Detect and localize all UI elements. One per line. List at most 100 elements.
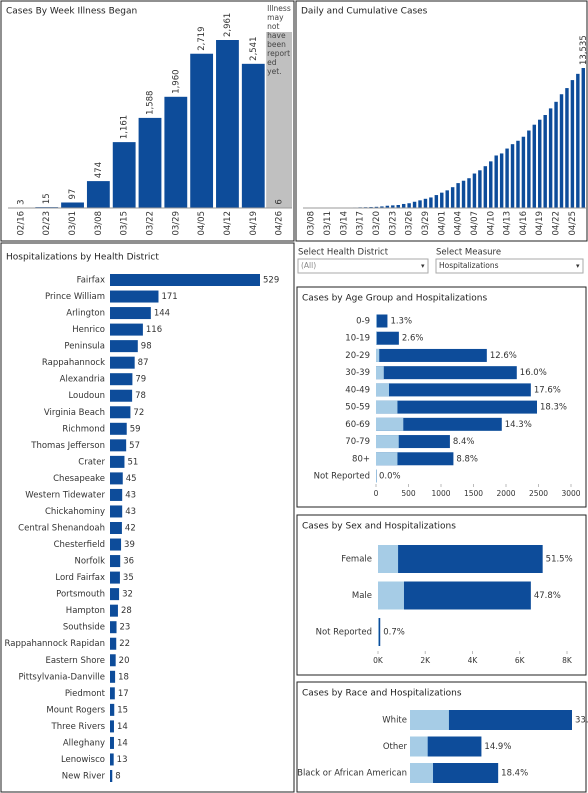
category-label: Thomas Jefferson xyxy=(30,441,105,451)
value-label: 36 xyxy=(123,557,134,567)
annotation-box: Illness may not have been reported yet. xyxy=(267,4,291,76)
bar xyxy=(418,200,422,208)
panel xyxy=(296,514,587,676)
value-label: 2,961 xyxy=(223,13,233,37)
share-label: 1.3% xyxy=(390,317,412,327)
bar xyxy=(412,201,417,208)
bar xyxy=(461,180,466,208)
bar xyxy=(110,389,133,402)
category-label: Black or African American xyxy=(297,769,407,779)
bar xyxy=(376,417,404,431)
value-label: 35 xyxy=(123,573,134,583)
bar xyxy=(510,144,515,208)
category-label: Chesapeake xyxy=(53,474,105,484)
bar xyxy=(110,753,114,766)
category-label: Hampton xyxy=(66,606,105,616)
bar xyxy=(190,53,214,208)
bar xyxy=(532,124,537,208)
x-tick-label: 04/26 xyxy=(275,211,285,236)
bar xyxy=(110,770,113,782)
bar xyxy=(450,187,455,208)
bar xyxy=(410,710,572,730)
value-label: 144 xyxy=(154,309,170,319)
share-label: 0.0% xyxy=(379,472,401,482)
bar xyxy=(516,140,520,208)
bar xyxy=(494,155,498,208)
bar xyxy=(472,173,477,208)
x-tick-label: 8K xyxy=(562,656,573,665)
x-tick-label: 04/10 xyxy=(486,211,496,236)
bar xyxy=(164,96,188,208)
category-label: Male xyxy=(352,591,372,601)
value-label: 14 xyxy=(117,722,128,732)
bar xyxy=(440,192,444,208)
bar xyxy=(110,323,143,336)
bar xyxy=(110,422,127,435)
x-tick-label: 03/22 xyxy=(146,211,156,236)
filter-label: Select Health District xyxy=(298,248,389,258)
bar xyxy=(376,452,398,466)
category-label: Richmond xyxy=(62,424,105,434)
value-label: 72 xyxy=(133,408,144,418)
value-label: 43 xyxy=(125,490,136,500)
bar xyxy=(61,202,84,208)
x-tick-label: 02/16 xyxy=(16,211,26,236)
bar xyxy=(376,366,384,380)
bar xyxy=(385,205,390,208)
bar xyxy=(376,400,538,414)
bar xyxy=(110,571,120,584)
x-tick-label: 2K xyxy=(420,656,431,665)
x-tick-label: 04/25 xyxy=(568,211,578,236)
x-tick-label: 03/20 xyxy=(372,211,382,236)
category-label: Chesterfield xyxy=(54,540,105,550)
dropdown-arrow: ▾ xyxy=(576,262,580,270)
value-label: 1,588 xyxy=(146,91,156,115)
category-label: Central Shenandoah xyxy=(18,524,105,534)
x-tick-label: 02/23 xyxy=(42,211,52,236)
x-tick-label: 03/08 xyxy=(94,211,104,236)
category-label: 70-79 xyxy=(345,437,370,447)
value-label: 2,541 xyxy=(249,36,259,60)
bar xyxy=(434,195,439,208)
category-label: Not Reported xyxy=(314,472,370,482)
bar xyxy=(110,307,151,320)
value-label: 79 xyxy=(135,375,146,385)
bar xyxy=(110,604,118,617)
share-label: 51.5% xyxy=(546,555,573,565)
bar xyxy=(110,637,117,650)
value-label: 57 xyxy=(129,441,140,451)
value-label: 20 xyxy=(119,656,130,666)
value-label: 97 xyxy=(68,189,78,200)
category-label: Fairfax xyxy=(77,276,105,286)
bar xyxy=(376,314,388,328)
category-label: Female xyxy=(341,555,372,565)
panel xyxy=(0,242,295,793)
bar xyxy=(110,340,138,353)
bar xyxy=(376,435,399,449)
bar xyxy=(467,178,471,208)
bar xyxy=(376,331,399,345)
bar xyxy=(110,670,116,683)
value-label: 18 xyxy=(118,672,129,682)
category-label: Portsmouth xyxy=(56,590,105,600)
category-label: Lord Fairfax xyxy=(55,573,105,583)
category-label: Henrico xyxy=(72,325,105,335)
chart-title: Cases By Week Illness Began xyxy=(6,7,137,17)
share-label: 18.3% xyxy=(540,403,567,413)
bar xyxy=(410,736,428,757)
district-dropdown[interactable] xyxy=(297,258,429,274)
value-label: 474 xyxy=(94,162,104,178)
panel xyxy=(0,0,295,242)
bar xyxy=(376,400,398,414)
value-label: 15 xyxy=(117,705,128,715)
value-label: 529 xyxy=(263,276,279,286)
measure-dropdown[interactable] xyxy=(435,258,584,274)
category-label: Mount Rogers xyxy=(46,705,105,715)
bar xyxy=(570,80,575,208)
x-tick-label: 03/01 xyxy=(68,211,78,236)
category-label: Not Reported xyxy=(316,628,372,638)
value-label: 51 xyxy=(127,457,138,467)
category-label: Crater xyxy=(78,457,105,467)
x-tick-label: 1000 xyxy=(431,489,450,498)
bar xyxy=(407,203,411,208)
